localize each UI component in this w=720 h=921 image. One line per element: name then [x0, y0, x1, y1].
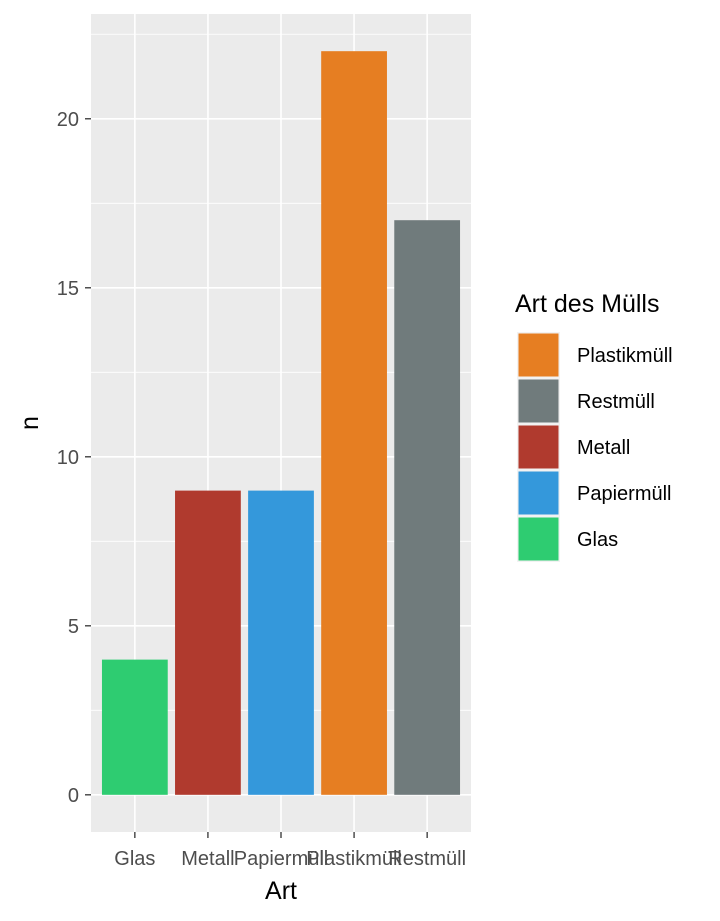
legend-title: Art des Mülls [515, 290, 659, 318]
legend-label: Plastikmüll [577, 345, 673, 367]
legend-label: Papiermüll [577, 483, 671, 505]
bar-plastikmüll [321, 51, 387, 795]
bar-glas [101, 659, 168, 795]
y-tick-label: 0 [68, 785, 79, 807]
y-tick-label: 5 [68, 616, 79, 638]
x-axis-title: Art [265, 877, 297, 905]
x-tick-label: Plastikmüll [306, 848, 402, 870]
legend-label: Restmüll [577, 391, 655, 413]
y-tick-label: 20 [57, 109, 79, 131]
bar-papiermüll [248, 490, 314, 795]
y-tick-label: 10 [57, 447, 79, 469]
legend-key-metall [518, 425, 559, 469]
legend: Art des Mülls Plastikmüll Restmüll Metall P… [515, 290, 673, 562]
bar-metall [175, 490, 241, 795]
bar-restmüll [394, 220, 461, 795]
legend-key-papiermüll [518, 471, 559, 515]
x-tick-label: Metall [181, 848, 234, 870]
x-tick-label: Glas [114, 848, 155, 870]
legend-label: Glas [577, 529, 618, 551]
legend-key-glas [518, 517, 559, 561]
x-tick-label: Papiermüll [234, 848, 328, 870]
y-tick-label: 15 [57, 278, 79, 300]
y-axis: 0 5 10 15 20 [57, 109, 91, 807]
bars [101, 51, 461, 795]
x-tick-label: Restmüll [388, 848, 466, 870]
legend-key-plastikmüll [518, 333, 559, 377]
y-axis-title: n [16, 416, 44, 430]
legend-key-restmüll [518, 379, 559, 423]
legend-label: Metall [577, 437, 630, 459]
